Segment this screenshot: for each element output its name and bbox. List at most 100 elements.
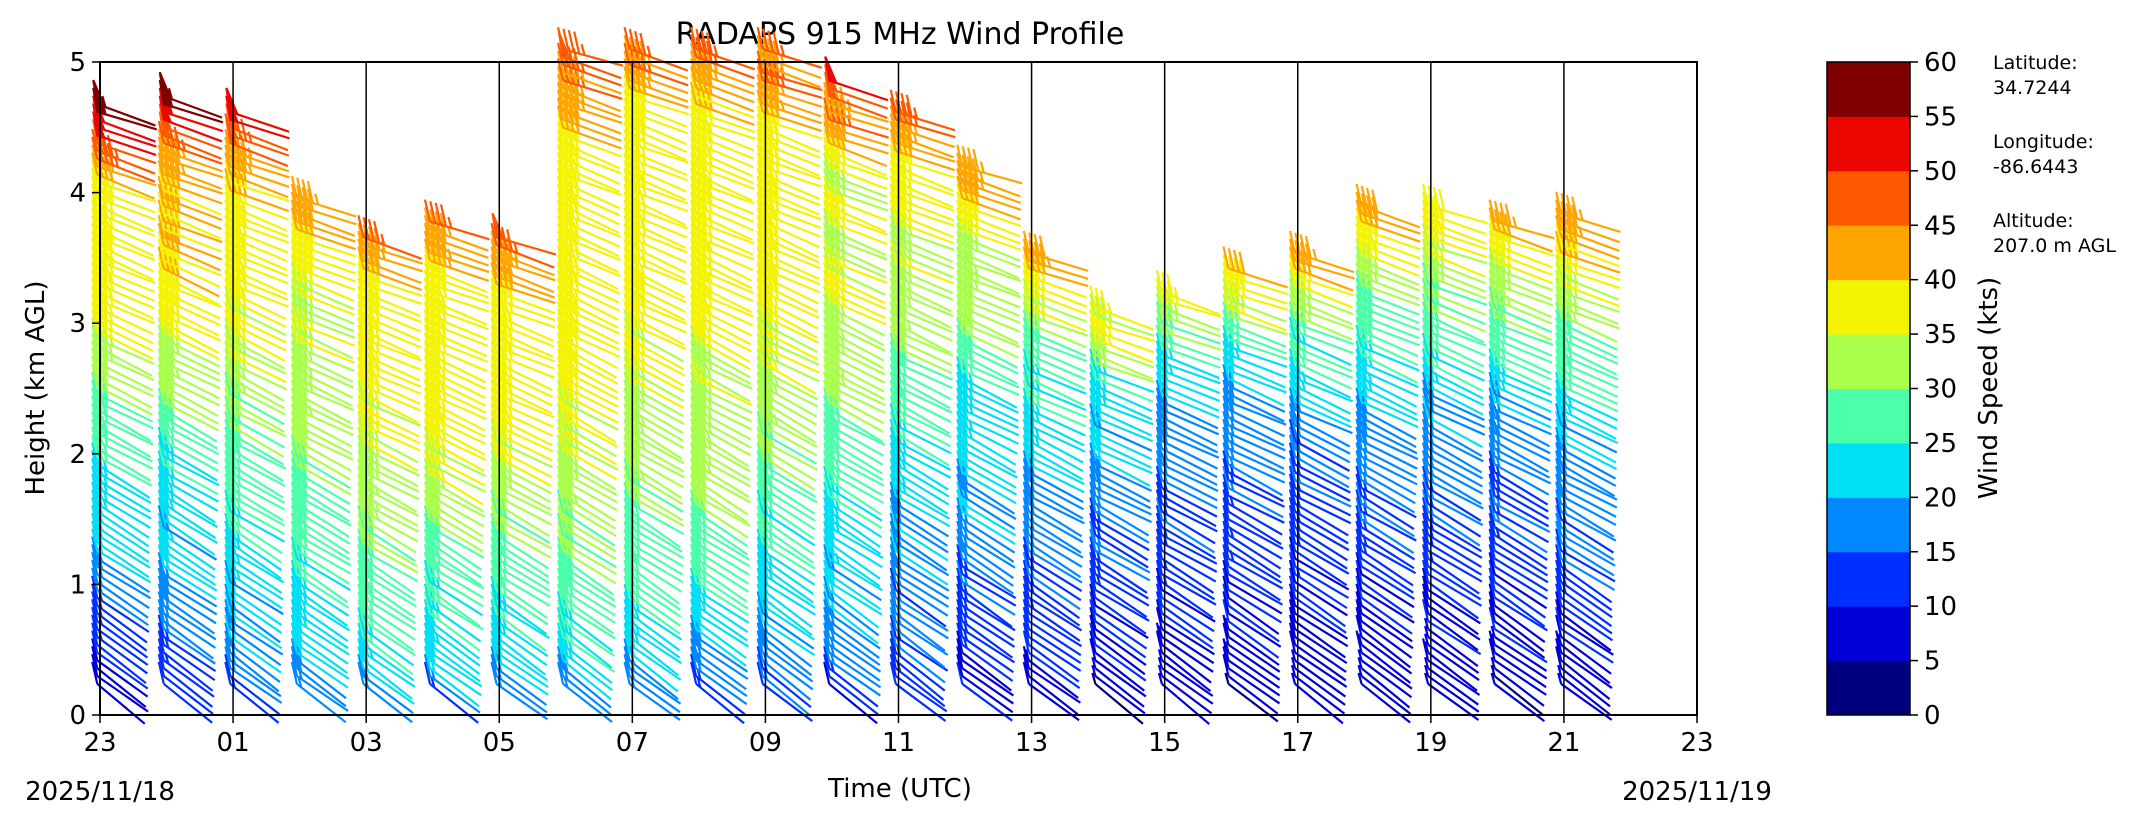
barb-full-tick	[690, 465, 698, 489]
barb-full-tick	[91, 646, 99, 669]
barb-full-tick	[224, 113, 232, 136]
barb-full-tick	[506, 267, 514, 290]
barb-full-tick	[91, 504, 99, 528]
barb-full-tick	[157, 536, 165, 559]
barb-full-tick	[634, 54, 642, 77]
barb-full-tick	[224, 599, 232, 622]
barb-half-tick	[247, 147, 253, 159]
barb-half-tick	[573, 257, 579, 269]
barb-full-tick	[357, 442, 365, 465]
barb-half-tick	[501, 608, 507, 621]
barb-full-tick	[91, 544, 99, 567]
barb-full-tick	[634, 38, 642, 62]
barb-full-tick	[91, 301, 99, 324]
barb-full-tick	[157, 567, 165, 591]
barb-full-tick	[690, 653, 698, 677]
barb-full-tick	[157, 450, 165, 473]
wind-barb	[690, 379, 753, 431]
barb-full-tick	[556, 489, 565, 512]
barb-full-tick	[690, 418, 698, 442]
barb-full-tick	[157, 152, 165, 175]
barb-shaft	[96, 643, 147, 685]
barb-full-tick	[301, 305, 309, 328]
profile-column	[357, 215, 423, 724]
barb-full-tick	[357, 379, 365, 403]
wind-barb	[556, 81, 623, 125]
barb-full-tick	[423, 387, 432, 410]
barb-half-tick	[180, 139, 186, 151]
barb-full-tick	[490, 363, 498, 387]
barb-full-tick	[296, 201, 304, 224]
barb-full-tick	[290, 614, 298, 638]
barb-full-tick	[224, 653, 232, 677]
barb-full-tick	[490, 661, 498, 685]
barb-full-tick	[301, 210, 309, 234]
barb-full-tick	[101, 250, 109, 274]
barb-full-tick	[224, 363, 232, 387]
barb-shaft	[761, 667, 812, 709]
barb-full-tick	[490, 544, 498, 567]
barb-full-tick	[690, 450, 698, 473]
barb-full-tick	[490, 269, 498, 293]
barb-full-tick	[157, 512, 165, 536]
wind-barb	[290, 207, 357, 251]
barb-half-tick	[513, 256, 519, 269]
barb-shaft	[96, 526, 150, 563]
barb-shaft	[163, 565, 217, 601]
barb-full-tick	[429, 240, 437, 263]
barb-full-tick	[500, 320, 509, 344]
barb-full-tick	[91, 309, 99, 332]
barb-full-tick	[224, 128, 232, 152]
barb-shaft	[163, 596, 216, 635]
barb-full-tick	[91, 246, 99, 269]
barb-full-tick	[357, 387, 365, 410]
barb-half-tick	[513, 241, 519, 254]
barb-full-tick	[290, 301, 298, 324]
barb-shaft	[628, 620, 681, 659]
barb-full-tick	[556, 646, 565, 669]
barb-full-tick	[639, 32, 647, 56]
barb-full-tick	[623, 113, 631, 136]
barb-shaft	[163, 134, 222, 160]
profile-column	[556, 26, 624, 723]
barb-full-tick	[556, 395, 565, 418]
barb-full-tick	[423, 332, 432, 356]
wind-barb	[290, 183, 357, 226]
barb-full-tick	[690, 128, 698, 152]
barb-full-tick	[91, 152, 99, 175]
wind-barb	[423, 199, 490, 241]
wind-barb	[556, 152, 622, 197]
barb-full-tick	[623, 238, 631, 262]
barb-full-tick	[556, 254, 565, 277]
barb-full-tick	[690, 301, 698, 324]
barb-full-tick	[490, 371, 498, 395]
barb-shaft	[495, 659, 549, 696]
barb-full-tick	[556, 614, 565, 638]
barb-full-tick	[690, 356, 698, 379]
barb-full-tick	[224, 559, 232, 583]
barb-full-tick	[623, 536, 631, 559]
barb-shaft	[762, 612, 815, 650]
barb-full-tick	[357, 426, 365, 450]
barb-shaft	[628, 643, 682, 681]
barb-full-tick	[301, 218, 309, 241]
barb-full-tick	[705, 284, 713, 308]
barb-full-tick	[556, 536, 565, 559]
barb-full-tick	[423, 520, 432, 544]
barb-full-tick	[157, 316, 165, 340]
barb-full-tick	[690, 175, 698, 199]
barb-full-tick	[501, 289, 509, 312]
barb-full-tick	[224, 528, 232, 551]
barb-full-tick	[623, 81, 631, 105]
barb-full-tick	[423, 606, 432, 630]
barb-shaft	[96, 142, 157, 165]
barb-full-tick	[234, 203, 242, 226]
barb-full-tick	[91, 599, 99, 622]
barb-full-tick	[91, 262, 99, 285]
barb-full-tick	[224, 497, 232, 520]
barb-full-tick	[296, 216, 304, 240]
barb-full-tick	[357, 457, 365, 481]
barb-full-tick	[301, 329, 309, 352]
barb-full-tick	[490, 489, 498, 512]
barb-full-tick	[91, 207, 99, 230]
